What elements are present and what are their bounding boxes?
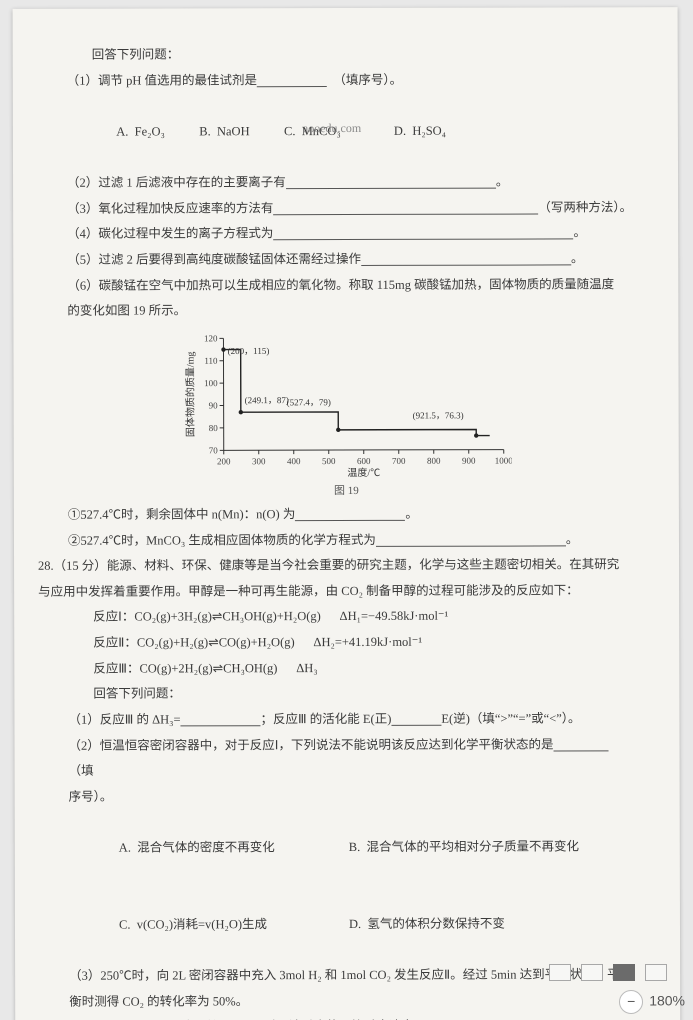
q28-s2: （2）恒温恒容密闭容器中，对于反应Ⅰ，下列说法不能说明该反应达到化学平衡状态的是… (68, 732, 625, 785)
s1-c: E(逆)（填“>”“=”或“<”）。 (441, 711, 580, 725)
chart-figure-19: 200 300 400 500 600 700 800 900 1000 70 80 90 100 110… (181, 329, 511, 480)
svg-text:700: 700 (392, 456, 406, 466)
zoom-control: −180% (619, 990, 685, 1014)
svg-text:600: 600 (357, 456, 371, 466)
intro: 回答下列问题： (67, 41, 624, 68)
q3: （3）氧化过程加快反应速率的方法有（写两种方法）。 (67, 195, 624, 222)
s2-a: （2）恒温恒容密闭容器中，对于反应Ⅰ，下列说法不能说明该反应达到化学平衡状态的是 (68, 737, 553, 752)
thumb-4[interactable] (645, 964, 667, 981)
svg-text:110: 110 (204, 356, 218, 366)
r1: 反应Ⅰ：CO₂(g)+3H₂(g)⇌CH₃OH(g)+H₂O(g) ΔH₁=−4… (68, 604, 625, 631)
q5-text: （5）过滤 2 后要得到高纯度碳酸锰固体还需经过操作 (67, 252, 361, 267)
sub2: ②527.4℃时，MnCO₃ 生成相应固体物质的化学方程式为。 (68, 527, 625, 554)
sub1: ①527.4℃时，剩余固体中 n(Mn)：n(O) 为。 (68, 501, 625, 528)
sub2-text: ②527.4℃时，MnCO₃ 生成相应固体物质的化学方程式为 (68, 532, 376, 547)
q28-head-text: 28.（15 分）能源、材料、环保、健康等是当今社会重要的研究主题，化学与这些主… (38, 557, 619, 598)
svg-text:100: 100 (204, 378, 218, 388)
q2-text: （2）过滤 1 后滤液中存在的主要离子有 (67, 175, 286, 190)
thumb-1[interactable] (549, 964, 571, 981)
q1-post: （填序号）。 (333, 72, 402, 86)
svg-text:(921.5，76.3): (921.5，76.3) (412, 410, 463, 420)
opt-b: B. NaOH (199, 124, 249, 138)
q3-post: （写两种方法）。 (538, 200, 632, 214)
svg-text:(249.1，87): (249.1，87) (244, 395, 288, 405)
q6: （6）碳酸锰在空气中加热可以生成相应的氧化物。称取 115mg 碳酸锰加热，固体… (67, 272, 624, 325)
s2-b: （填 (69, 764, 94, 778)
svg-text:70: 70 (208, 445, 218, 455)
r2: 反应Ⅱ：CO₂(g)+H₂(g)⇌CO(g)+H₂O(g) ΔH₂=+41.19… (68, 629, 625, 656)
r3: 反应Ⅲ：CO(g)+2H₂(g)⇌CH₃OH(g) ΔH₃ (68, 655, 625, 682)
q5: （5）过滤 2 后要得到高纯度碳酸锰固体还需经过操作。 (67, 246, 624, 273)
svg-text:120: 120 (203, 333, 217, 343)
q28-opt-a: A. 混合气体的密度不再变化 (119, 835, 349, 861)
q1: （1）调节 pH 值选用的最佳试剂是 （填序号）。 (67, 67, 624, 94)
chart-caption: 图 19 (68, 481, 625, 498)
thumb-3[interactable] (613, 964, 635, 981)
svg-text:(527.4，79): (527.4，79) (286, 397, 330, 407)
svg-text:200: 200 (217, 456, 231, 466)
q28-opt-c: C. v(CO₂)消耗=v(H₂O)生成 (119, 912, 349, 938)
q28-head: 28.（15 分）能源、材料、环保、健康等是当今社会重要的研究主题，化学与这些主… (38, 552, 625, 605)
thumb-2[interactable] (581, 964, 603, 981)
svg-text:400: 400 (287, 456, 301, 466)
svg-text:1000: 1000 (494, 455, 511, 465)
svg-text:固体物质的质量/mg: 固体物质的质量/mg (183, 351, 196, 437)
s1-b: ；反应Ⅲ 的活化能 E(正) (261, 712, 392, 726)
zoom-out-button[interactable]: − (619, 990, 643, 1014)
q28-opt-b: B. 混合气体的平均相对分子质量不再变化 (349, 839, 579, 854)
svg-text:温度/℃: 温度/℃ (347, 466, 380, 479)
s3-text: （3）250℃时，向 2L 密闭容器中充入 3mol H₂ 和 1mol CO₂… (69, 967, 620, 1008)
svg-text:(200，115): (200，115) (227, 346, 269, 356)
q4: （4）碳化过程中发生的离子方程式为。 (67, 221, 624, 248)
q28-s1: （1）反应Ⅲ 的 ΔH₃= ；反应Ⅲ 的活化能 E(正) E(逆)（填“>”“=”或… (68, 706, 625, 733)
watermark: aooedu.com (303, 121, 361, 136)
sub1-text: ①527.4℃时，剩余固体中 n(Mn)：n(O) 为 (68, 507, 295, 522)
opt-d: D. H₂SO₄ (394, 124, 446, 138)
q4-text: （4）碳化过程中发生的离子方程式为 (67, 227, 273, 242)
svg-text:800: 800 (427, 456, 441, 466)
svg-text:80: 80 (208, 423, 218, 433)
exam-page: 回答下列问题： （1）调节 pH 值选用的最佳试剂是 （填序号）。 A. Fe₂… (13, 7, 681, 1020)
q28-opts-row2: C. v(CO₂)消耗=v(H₂O)生成D. 氢气的体积分数保持不变 (69, 886, 626, 964)
svg-text:90: 90 (208, 400, 218, 410)
q28-s2c: 序号）。 (69, 783, 626, 810)
page-thumbnails (543, 964, 667, 986)
opt-a: A. Fe₂O₃ (116, 124, 165, 138)
q28-opts-row1: A. 混合气体的密度不再变化B. 混合气体的平均相对分子质量不再变化 (69, 809, 626, 887)
s1-a: （1）反应Ⅲ 的 ΔH₃= (68, 712, 180, 726)
q28-s3a: ①该温度下，反应开始至 5min 时，该反应的平均反应速率 v(H₂)=。 (69, 1014, 626, 1020)
zoom-value: 180% (649, 993, 685, 1009)
q6-text: （6）碳酸锰在空气中加热可以生成相应的氧化物。称取 115mg 碳酸锰加热，固体… (67, 277, 614, 318)
svg-text:900: 900 (462, 456, 476, 466)
q28-ans: 回答下列问题： (68, 681, 625, 708)
q3-pre: （3）氧化过程加快反应速率的方法有 (67, 201, 273, 216)
chart-svg: 200 300 400 500 600 700 800 900 1000 70 80 90 100 110… (181, 329, 511, 480)
svg-text:500: 500 (322, 456, 336, 466)
q28-opt-d: D. 氢气的体积分数保持不变 (349, 916, 505, 930)
q2: （2）过滤 1 后滤液中存在的主要离子有。 (67, 169, 624, 196)
q1-pre: （1）调节 pH 值选用的最佳试剂是 (67, 73, 257, 87)
svg-text:300: 300 (252, 456, 266, 466)
